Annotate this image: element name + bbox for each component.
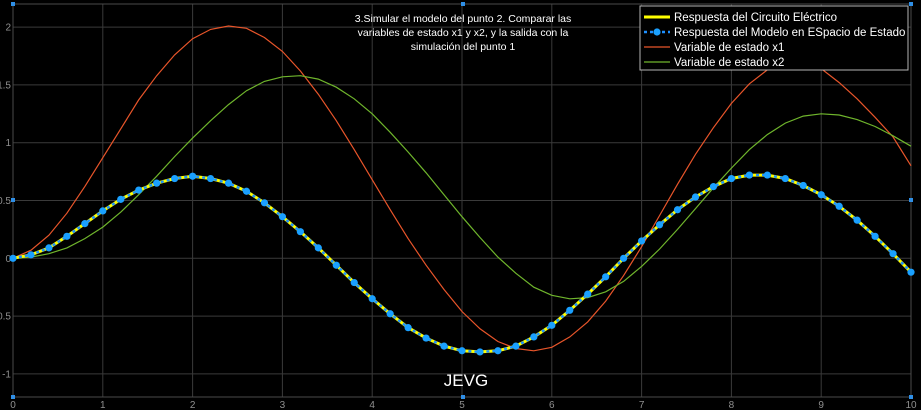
tick-labels: 0 1 2 3 4 5 6 7 8 9 10 -1 0.5 0 0.5 1 1.5 2 <box>0 23 917 410</box>
selection-handle <box>461 395 465 399</box>
model-marker <box>512 342 520 350</box>
selection-handles <box>11 2 913 399</box>
legend: Respuesta del Circuito Eléctrico Respuest… <box>639 5 909 71</box>
y-tick-label: -1 <box>2 369 11 380</box>
model-marker <box>27 251 35 259</box>
x-tick-label: 8 <box>729 400 735 410</box>
model-marker <box>350 278 358 287</box>
model-marker <box>691 193 700 201</box>
model-marker <box>117 195 125 203</box>
model-marker <box>9 254 17 262</box>
model-marker <box>673 206 682 214</box>
model-marker <box>602 273 610 281</box>
model-marker <box>189 172 197 180</box>
model-marker <box>853 216 861 224</box>
model-marker <box>548 321 556 329</box>
model-marker <box>206 174 215 183</box>
y-tick-label: 0.5 <box>0 312 11 323</box>
y-tick-label: 2 <box>5 23 11 34</box>
model-marker <box>781 174 789 183</box>
model-marker <box>638 237 646 245</box>
legend-entry: Variable de estado x1 <box>674 42 784 54</box>
model-marker <box>566 306 574 314</box>
model-marker <box>745 171 753 179</box>
selection-handle <box>909 395 913 399</box>
x-tick-label: 10 <box>905 400 917 410</box>
model-marker <box>242 187 251 195</box>
series-line-x2 <box>12 75 912 300</box>
model-marker <box>476 348 484 356</box>
y-tick-label: 1.5 <box>0 80 11 91</box>
selection-handle <box>11 2 15 6</box>
model-marker <box>314 244 322 252</box>
x-tick-label: 1 <box>100 400 106 410</box>
model-marker <box>171 174 179 183</box>
x-tick-label: 6 <box>549 400 555 410</box>
x-tick-label: 0 <box>10 400 16 410</box>
model-marker <box>655 221 664 229</box>
model-marker <box>224 179 233 187</box>
model-marker <box>584 290 592 298</box>
selection-handle <box>461 2 465 6</box>
title-line: simulación del punto 1 <box>411 41 516 53</box>
model-marker <box>332 261 340 269</box>
model-marker <box>440 342 448 350</box>
legend-marker <box>653 28 661 36</box>
x-tick-label: 9 <box>818 400 824 410</box>
legend-box <box>639 5 909 71</box>
model-marker <box>889 250 897 258</box>
selection-handle <box>11 395 15 399</box>
model-marker <box>530 333 538 341</box>
model-marker <box>135 186 143 194</box>
model-marker <box>45 244 53 252</box>
model-marker <box>422 334 430 342</box>
model-marker <box>817 191 825 199</box>
model-marker <box>386 310 394 318</box>
x-tick-label: 2 <box>190 400 196 410</box>
title-line: variables de estado x1 y x2, y la salida… <box>358 27 569 39</box>
x-tick-label: 5 <box>459 400 465 410</box>
model-marker <box>278 213 286 221</box>
model-marker <box>296 228 304 236</box>
model-marker <box>260 199 269 207</box>
model-marker <box>871 232 879 240</box>
model-marker <box>63 232 71 240</box>
model-marker <box>81 220 89 228</box>
x-tick-label: 7 <box>639 400 645 410</box>
series-line-x1 <box>12 25 912 352</box>
model-marker <box>907 268 915 276</box>
model-marker <box>835 202 843 210</box>
chart-title: 3.Simular el modelo del punto 2. Compara… <box>355 13 572 53</box>
model-marker <box>709 183 718 191</box>
legend-entry: Respuesta del Modelo en ESpacio de Estad… <box>674 27 905 39</box>
model-marker <box>620 254 628 262</box>
y-tick-label: 0 <box>5 254 11 265</box>
x-tick-label: 3 <box>280 400 286 410</box>
model-marker <box>153 179 161 187</box>
model-marker <box>727 174 736 183</box>
y-tick-label: 1 <box>5 138 11 149</box>
x-tick-label: 4 <box>369 400 375 410</box>
series-line-model <box>12 173 912 354</box>
selection-handle <box>909 2 913 6</box>
legend-entry: Variable de estado x2 <box>674 57 784 69</box>
model-marker <box>404 324 412 332</box>
model-marker <box>494 347 502 355</box>
model-marker <box>458 347 466 355</box>
legend-entry: Respuesta del Circuito Eléctrico <box>674 12 837 24</box>
model-marker <box>799 181 807 190</box>
y-tick-label: 0.5 <box>0 196 11 207</box>
model-marker <box>99 207 107 215</box>
annotation-label: JEVG <box>444 371 488 390</box>
title-line: 3.Simular el modelo del punto 2. Compara… <box>355 13 572 25</box>
model-marker <box>763 171 771 179</box>
model-marker <box>368 295 376 303</box>
selection-handle <box>11 198 15 202</box>
series-lines <box>9 25 915 356</box>
selection-handle <box>909 198 913 202</box>
